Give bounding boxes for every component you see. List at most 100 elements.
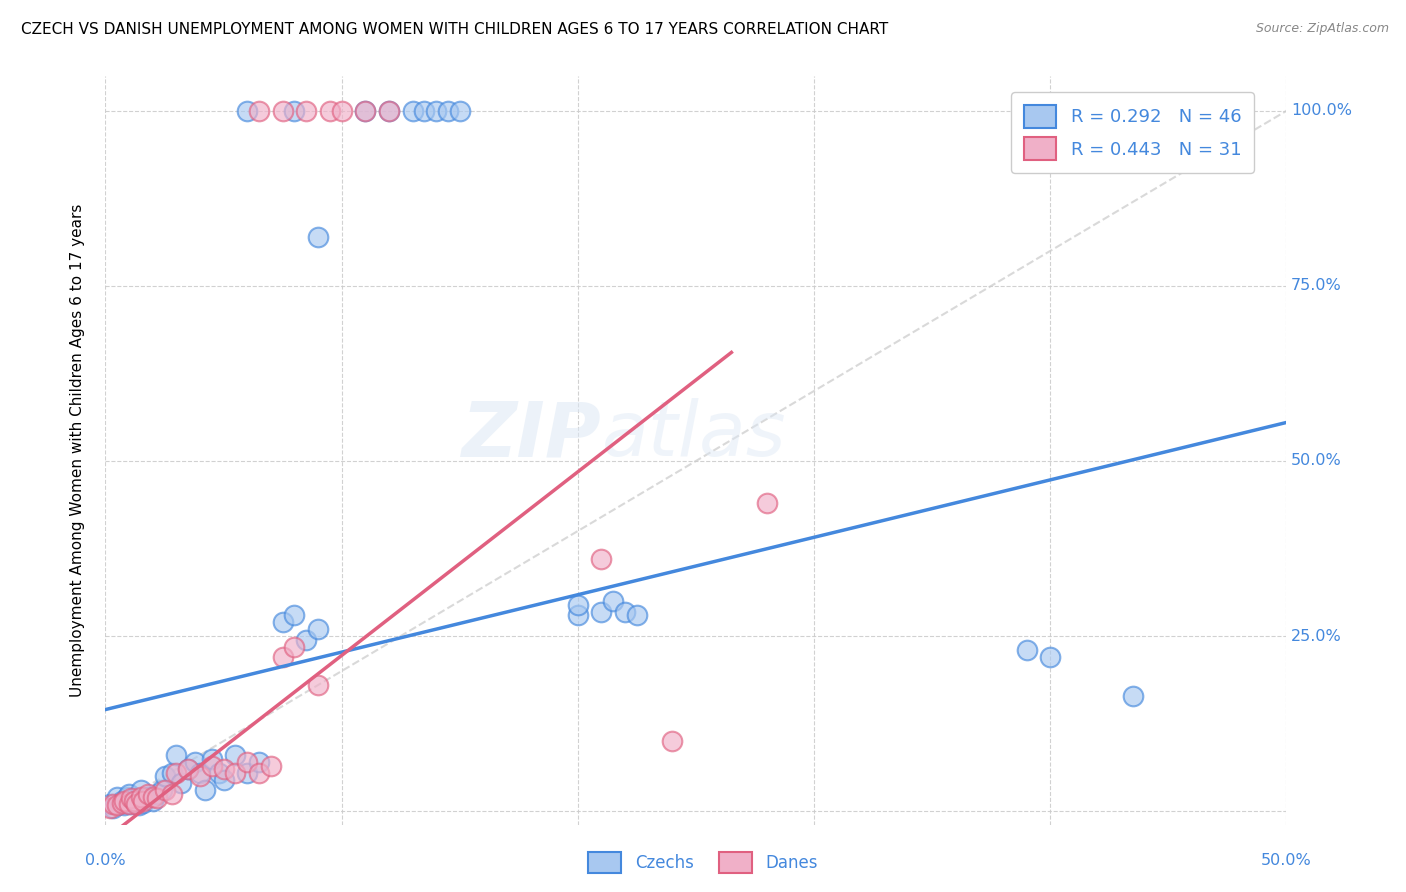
Point — [425, 103, 447, 118]
Point — [354, 103, 377, 118]
Text: Source: ZipAtlas.com: Source: ZipAtlas.com — [1256, 22, 1389, 36]
Point — [136, 790, 159, 805]
Point — [614, 605, 637, 619]
Point — [224, 765, 246, 780]
Point — [129, 790, 152, 805]
Point — [567, 607, 589, 622]
Point — [177, 762, 200, 776]
Point — [118, 797, 141, 811]
Point — [122, 791, 145, 805]
Point — [319, 103, 342, 118]
Point — [101, 800, 124, 814]
Point — [567, 598, 589, 612]
Point — [150, 783, 173, 797]
Point — [224, 747, 246, 762]
Point — [112, 794, 135, 808]
Point — [132, 796, 155, 810]
Y-axis label: Unemployment Among Women with Children Ages 6 to 17 years: Unemployment Among Women with Children A… — [70, 203, 84, 698]
Text: ZIP: ZIP — [461, 399, 602, 473]
Point — [98, 800, 121, 814]
Point — [437, 103, 460, 118]
Point — [153, 769, 176, 783]
Point — [201, 758, 224, 772]
Point — [170, 776, 193, 790]
Point — [755, 496, 778, 510]
Point — [177, 762, 200, 776]
Point — [125, 797, 148, 811]
Point — [283, 607, 305, 622]
Point — [188, 765, 211, 780]
Legend: Czechs, Danes: Czechs, Danes — [582, 846, 824, 880]
Point — [118, 787, 141, 801]
Text: CZECH VS DANISH UNEMPLOYMENT AMONG WOMEN WITH CHILDREN AGES 6 TO 17 YEARS CORREL: CZECH VS DANISH UNEMPLOYMENT AMONG WOMEN… — [21, 22, 889, 37]
Point — [449, 103, 471, 118]
Point — [128, 798, 150, 813]
Point — [591, 605, 613, 619]
Point — [115, 790, 138, 805]
Point — [142, 790, 165, 805]
Text: 50.0%: 50.0% — [1261, 853, 1312, 868]
Point — [236, 765, 259, 780]
Point — [1015, 103, 1038, 118]
Point — [165, 747, 187, 762]
Point — [307, 622, 329, 636]
Point — [401, 103, 423, 118]
Text: 50.0%: 50.0% — [1291, 453, 1341, 468]
Point — [108, 797, 131, 811]
Point — [201, 751, 224, 765]
Text: 0.0%: 0.0% — [86, 853, 125, 868]
Point — [120, 797, 142, 811]
Point — [160, 787, 183, 801]
Point — [160, 765, 183, 780]
Point — [295, 103, 318, 118]
Point — [247, 103, 270, 118]
Point — [271, 103, 294, 118]
Point — [153, 783, 176, 797]
Point — [132, 794, 155, 808]
Point — [236, 103, 259, 118]
Point — [146, 791, 169, 805]
Point — [260, 758, 283, 772]
Point — [413, 103, 436, 118]
Point — [120, 791, 142, 805]
Point — [591, 552, 613, 566]
Point — [295, 632, 318, 647]
Point — [129, 783, 152, 797]
Point — [1122, 689, 1144, 703]
Point — [194, 783, 217, 797]
Point — [307, 230, 329, 244]
Point — [208, 765, 231, 780]
Text: atlas: atlas — [602, 399, 786, 473]
Point — [122, 794, 145, 808]
Point — [188, 769, 211, 783]
Point — [626, 607, 648, 622]
Point — [105, 790, 128, 805]
Text: 25.0%: 25.0% — [1291, 629, 1341, 643]
Point — [661, 734, 683, 748]
Point — [112, 798, 135, 813]
Point — [111, 794, 134, 808]
Point — [1039, 650, 1062, 665]
Text: 75.0%: 75.0% — [1291, 278, 1341, 293]
Legend: R = 0.292   N = 46, R = 0.443   N = 31: R = 0.292 N = 46, R = 0.443 N = 31 — [1011, 93, 1254, 173]
Point — [271, 615, 294, 629]
Point — [184, 755, 207, 769]
Point — [111, 796, 134, 810]
Point — [354, 103, 377, 118]
Point — [165, 765, 187, 780]
Point — [271, 650, 294, 665]
Point — [236, 755, 259, 769]
Point — [146, 787, 169, 801]
Point — [1015, 643, 1038, 657]
Point — [212, 772, 235, 787]
Point — [378, 103, 401, 118]
Point — [125, 794, 148, 808]
Point — [105, 798, 128, 813]
Text: 100.0%: 100.0% — [1291, 103, 1353, 119]
Point — [602, 594, 624, 608]
Point — [212, 762, 235, 776]
Point — [142, 794, 165, 808]
Point — [307, 678, 329, 692]
Point — [247, 765, 270, 780]
Point — [283, 640, 305, 654]
